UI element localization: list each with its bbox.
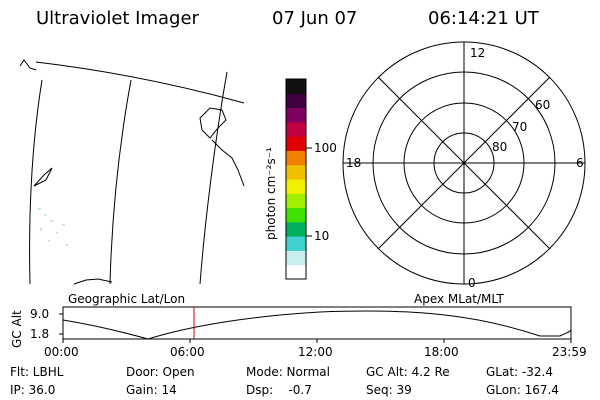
geographic-label: Geographic Lat/Lon [68,292,186,306]
color-bar-segment [286,179,306,194]
seq-status: Seq: 39 [366,383,412,397]
date-label: 07 Jun 07 [272,8,358,29]
color-bar-segment [286,250,306,266]
mlt-label-12: 12 [470,46,486,60]
x-tick-label: 23:59 [552,345,587,359]
altitude-plot [59,306,572,343]
mlat-label-80: 80 [492,140,508,154]
filter-status: Flt: LBHL [10,365,64,379]
map-latitude-line [35,61,245,104]
color-bar-segment [286,264,306,280]
map-coastline [73,278,113,285]
color-bar-segment [286,221,306,237]
color-bar-segment [286,79,306,94]
color-bar-tick-10: 10 [314,229,330,243]
color-bar-segment [286,121,306,137]
map-coastline [199,107,227,139]
gain-status: Gain: 14 [126,383,177,397]
mlat-label-70: 70 [512,120,528,134]
ip-status: IP: 36.0 [10,383,56,397]
map-coastline [33,167,53,187]
color-bar-segment [286,164,306,180]
color-bar [286,79,306,280]
dsp-status: Dsp: -0.7 [246,383,312,397]
map-longitude-line [199,71,228,285]
altitude-axis-label: GC Alt [10,310,24,348]
mode-status: Mode: Normal [246,365,330,379]
mlt-label-18: 18 [346,156,362,170]
color-bar-segment [286,236,306,251]
color-bar-tick-100: 100 [314,141,337,155]
altitude-min-label: 1.8 [30,327,50,341]
color-bar-segment [286,193,306,209]
x-tick-label: 18:00 [424,345,459,359]
time-label: 06:14:21 UT [428,8,539,29]
mlt-label-0: 0 [468,276,476,290]
x-tick-label: 00:00 [44,345,79,359]
map-coastline [211,139,245,187]
glat-status: GLat: -32.4 [486,365,553,379]
apex-label: Apex MLat/MLT [414,292,504,306]
x-tick-label: 06:00 [170,345,205,359]
color-bar-segment [286,136,306,151]
gc-alt-status: GC Alt: 4.2 Re [366,365,450,379]
app-title: Ultraviolet Imager [36,8,199,29]
mlt-label-6: 6 [576,156,584,170]
x-tick-label: 12:00 [298,345,333,359]
map-longitude-line [29,79,43,285]
mlat-label-60: 60 [535,98,551,112]
glon-status: GLon: 167.4 [486,383,559,397]
map-coastline [19,59,37,71]
door-status: Door: Open [126,365,195,379]
color-bar-segment [286,93,306,109]
map-longitude-line [109,79,132,285]
color-bar-frame [285,78,307,280]
color-bar-segment [286,107,306,123]
polar-plot [342,41,586,285]
geographic-map [19,59,245,285]
color-bar-segment [286,207,306,223]
altitude-max-label: 9.0 [30,307,50,321]
color-bar-segment [286,150,306,166]
color-bar-unit-label: photon cm⁻²s⁻¹ [264,147,278,240]
aurora-speckle [38,208,68,246]
